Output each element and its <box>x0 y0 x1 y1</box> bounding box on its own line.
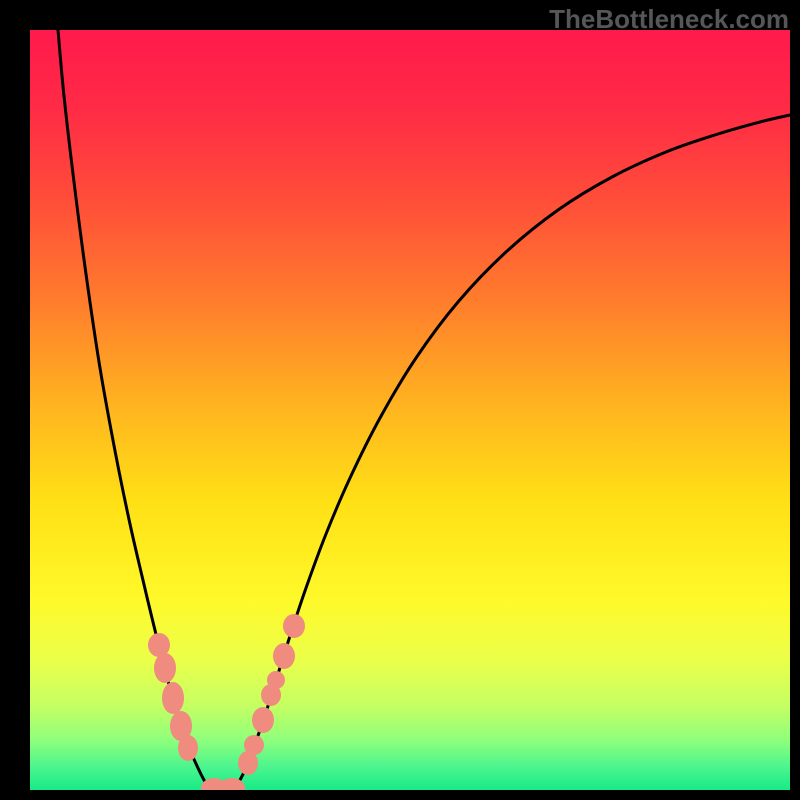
data-marker <box>283 614 305 638</box>
chart-background <box>30 30 790 790</box>
data-marker <box>267 671 285 689</box>
data-marker <box>154 653 176 683</box>
data-marker <box>252 707 274 733</box>
bottleneck-chart <box>30 30 790 790</box>
data-marker <box>273 643 295 669</box>
data-marker <box>162 682 184 714</box>
watermark-text: TheBottleneck.com <box>549 4 789 35</box>
data-marker <box>178 735 198 761</box>
data-marker <box>244 735 264 755</box>
